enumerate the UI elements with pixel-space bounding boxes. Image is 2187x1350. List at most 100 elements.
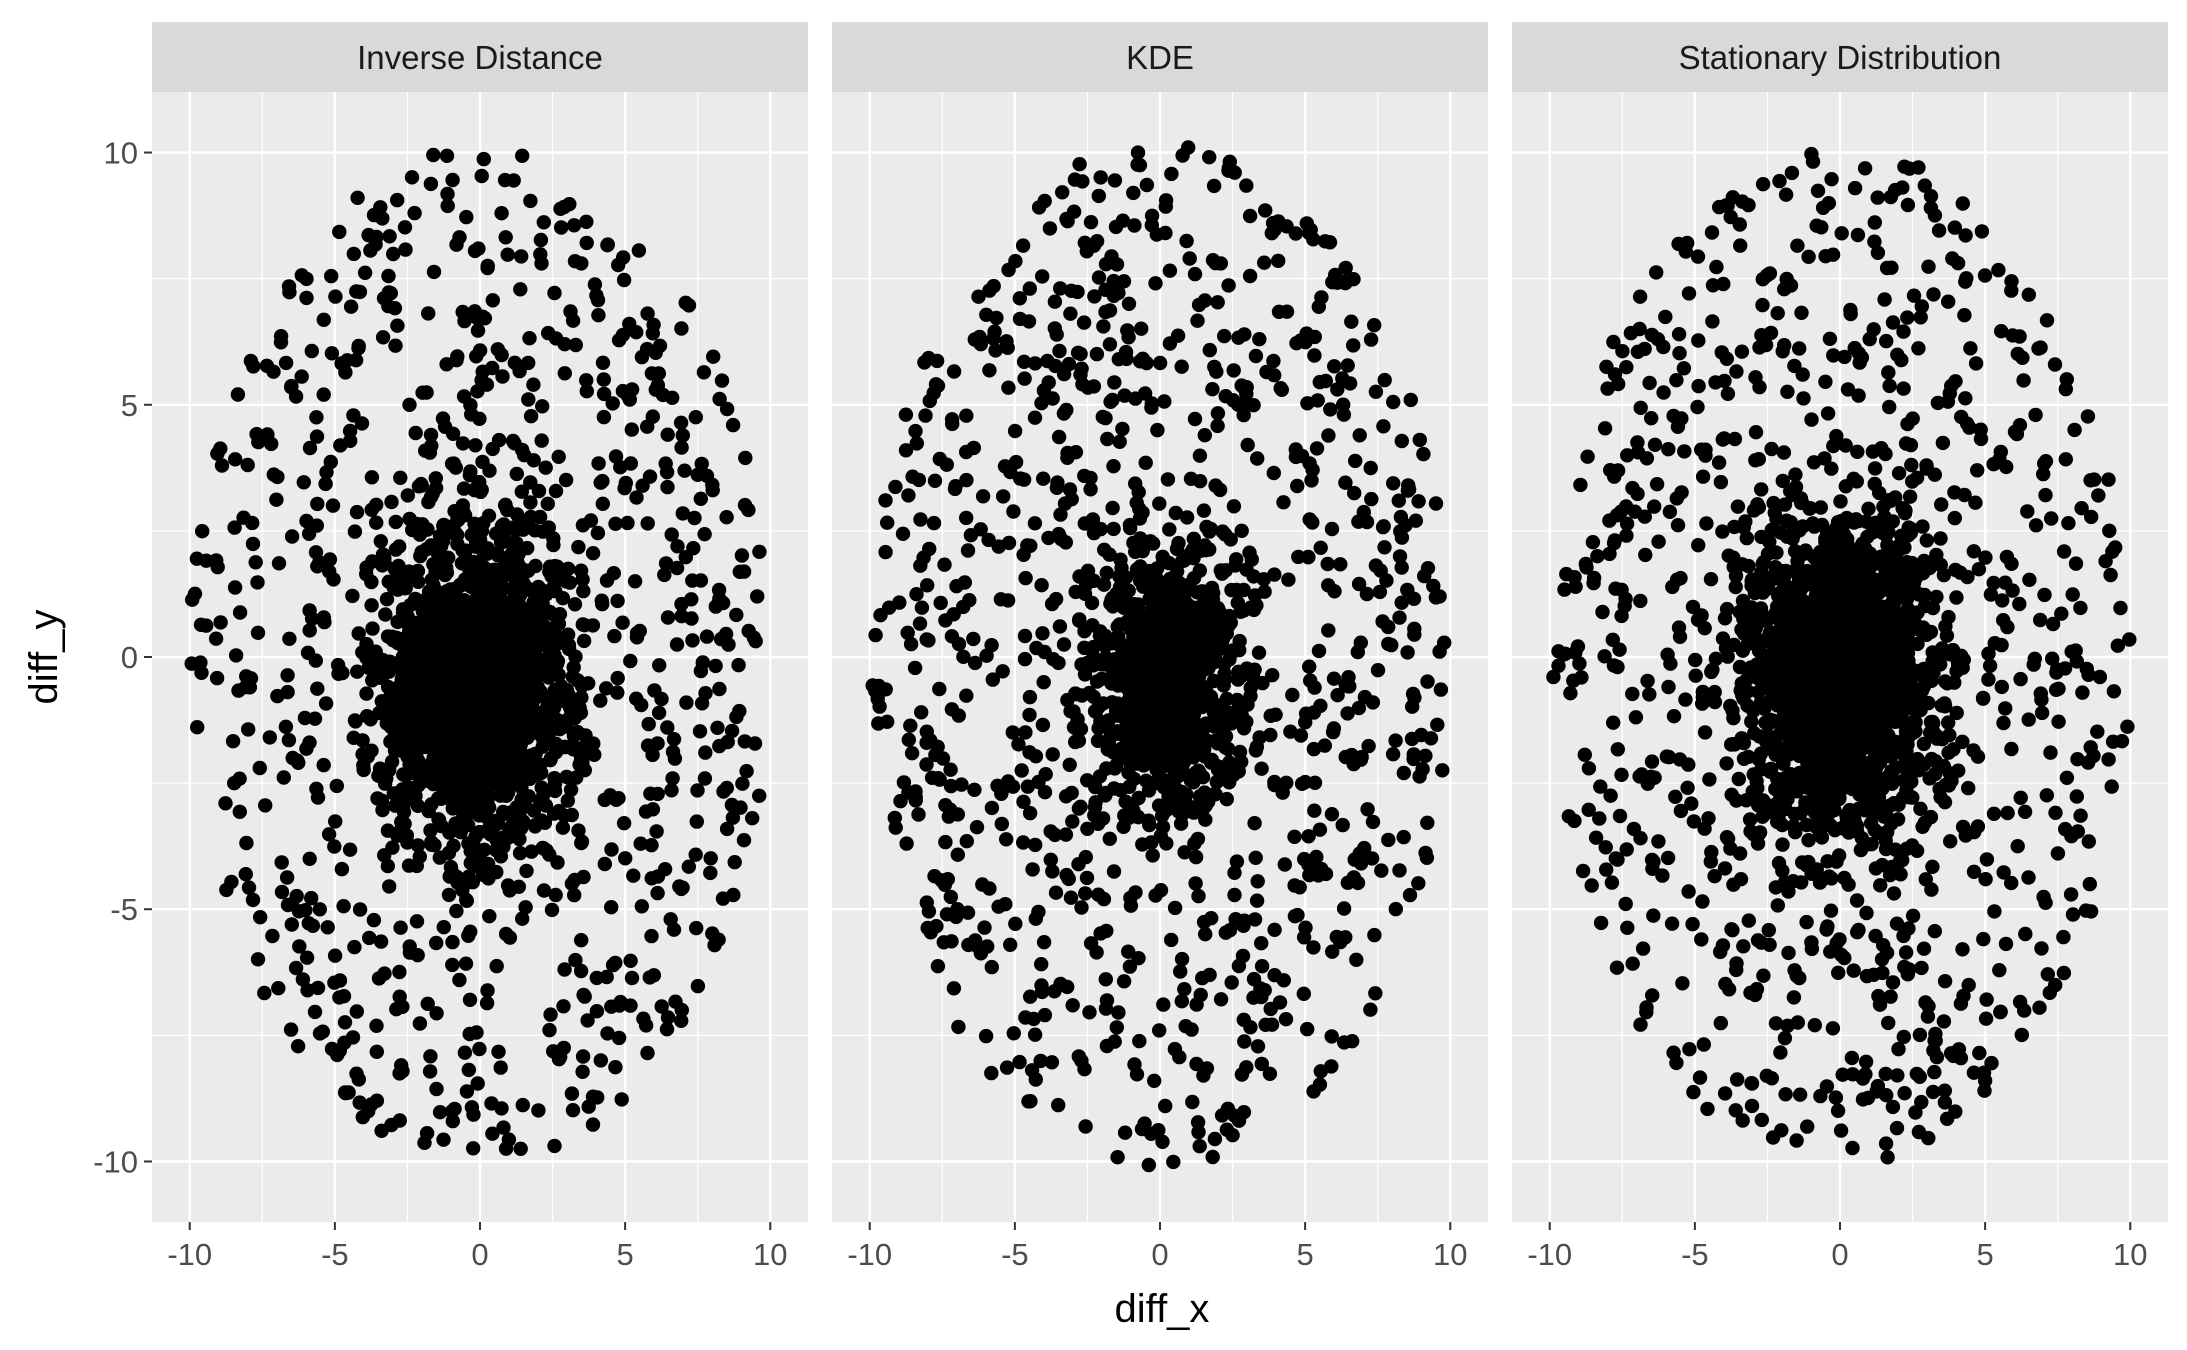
data-point bbox=[1134, 321, 1149, 336]
data-point bbox=[681, 859, 696, 874]
data-point bbox=[1072, 157, 1087, 172]
data-point bbox=[1107, 1034, 1122, 1049]
data-point bbox=[456, 389, 472, 404]
data-point bbox=[373, 670, 389, 686]
data-point bbox=[724, 723, 740, 739]
data-point bbox=[659, 465, 675, 480]
data-point bbox=[674, 321, 689, 336]
data-point bbox=[1090, 816, 1106, 831]
data-point bbox=[278, 719, 294, 734]
data-point bbox=[409, 914, 425, 929]
data-point bbox=[712, 681, 727, 697]
data-point bbox=[393, 470, 408, 485]
data-point bbox=[266, 364, 281, 379]
data-point bbox=[888, 479, 903, 495]
data-point bbox=[632, 623, 647, 639]
data-point bbox=[640, 419, 655, 434]
data-point bbox=[1026, 1011, 1041, 1027]
data-point bbox=[738, 450, 753, 466]
data-point bbox=[660, 479, 675, 495]
data-point bbox=[324, 1041, 340, 1057]
data-point bbox=[629, 490, 644, 505]
data-point bbox=[1031, 200, 1047, 215]
data-point bbox=[429, 592, 444, 608]
data-point bbox=[445, 684, 461, 699]
data-point bbox=[610, 593, 625, 609]
data-point bbox=[328, 289, 343, 304]
data-point bbox=[1107, 375, 1122, 390]
data-point bbox=[1224, 975, 1239, 990]
data-point bbox=[1077, 235, 1093, 250]
data-point bbox=[521, 355, 536, 371]
data-point bbox=[585, 546, 601, 561]
data-point bbox=[899, 836, 914, 851]
data-point bbox=[466, 1141, 481, 1156]
data-point bbox=[1021, 1094, 1036, 1109]
data-point bbox=[872, 699, 887, 714]
data-point bbox=[616, 816, 632, 831]
data-point bbox=[325, 498, 341, 513]
data-point bbox=[1263, 1001, 1278, 1017]
data-point bbox=[961, 937, 976, 953]
data-point bbox=[725, 417, 741, 433]
data-point bbox=[1356, 504, 1372, 520]
data-point bbox=[624, 970, 640, 986]
data-point bbox=[426, 264, 442, 280]
data-point bbox=[524, 844, 539, 859]
data-point bbox=[1304, 473, 1319, 488]
data-point bbox=[1268, 707, 1283, 722]
data-point bbox=[1141, 1157, 1157, 1173]
data-point bbox=[464, 799, 480, 815]
facet-panel: KDE-10 -5 0 5 10 bbox=[832, 22, 1488, 1272]
data-point bbox=[496, 804, 511, 820]
data-point bbox=[304, 343, 319, 359]
data-point bbox=[497, 172, 513, 188]
data-point bbox=[948, 909, 964, 925]
data-point bbox=[1083, 215, 1099, 230]
data-point bbox=[741, 502, 756, 518]
data-point bbox=[614, 1092, 629, 1107]
data-point bbox=[484, 1096, 499, 1111]
data-point bbox=[673, 415, 689, 430]
data-point bbox=[556, 1040, 571, 1056]
data-point bbox=[546, 806, 562, 821]
data-point bbox=[1405, 686, 1421, 702]
data-point bbox=[1082, 1005, 1097, 1020]
data-point bbox=[319, 465, 334, 480]
data-point bbox=[548, 483, 564, 499]
data-point bbox=[302, 623, 317, 638]
data-point bbox=[627, 574, 643, 589]
data-point bbox=[1162, 263, 1178, 278]
data-point bbox=[1041, 375, 1056, 390]
data-point bbox=[1098, 1001, 1114, 1016]
data-point bbox=[699, 629, 715, 644]
data-point bbox=[1403, 392, 1419, 408]
data-point bbox=[498, 230, 513, 245]
data-point bbox=[429, 650, 445, 665]
data-point bbox=[185, 592, 200, 607]
data-point bbox=[1236, 1012, 1252, 1027]
data-point bbox=[364, 502, 379, 517]
data-point bbox=[523, 409, 539, 424]
data-point bbox=[439, 357, 454, 372]
data-point bbox=[664, 527, 679, 542]
data-point bbox=[1301, 225, 1317, 241]
data-point bbox=[227, 580, 243, 595]
data-point bbox=[610, 685, 625, 700]
data-point bbox=[1160, 472, 1176, 487]
data-point bbox=[949, 579, 964, 594]
data-point bbox=[465, 875, 480, 890]
data-point bbox=[324, 268, 339, 284]
data-point bbox=[1006, 1026, 1021, 1041]
data-point bbox=[911, 807, 926, 822]
data-point bbox=[337, 1015, 353, 1030]
data-point bbox=[581, 676, 596, 691]
data-point bbox=[424, 797, 439, 812]
data-point bbox=[1258, 1017, 1273, 1032]
data-point bbox=[377, 776, 393, 791]
data-point bbox=[573, 963, 589, 979]
data-point bbox=[644, 838, 659, 853]
data-point bbox=[1205, 1149, 1220, 1165]
data-point bbox=[615, 615, 630, 630]
data-point bbox=[485, 441, 500, 457]
